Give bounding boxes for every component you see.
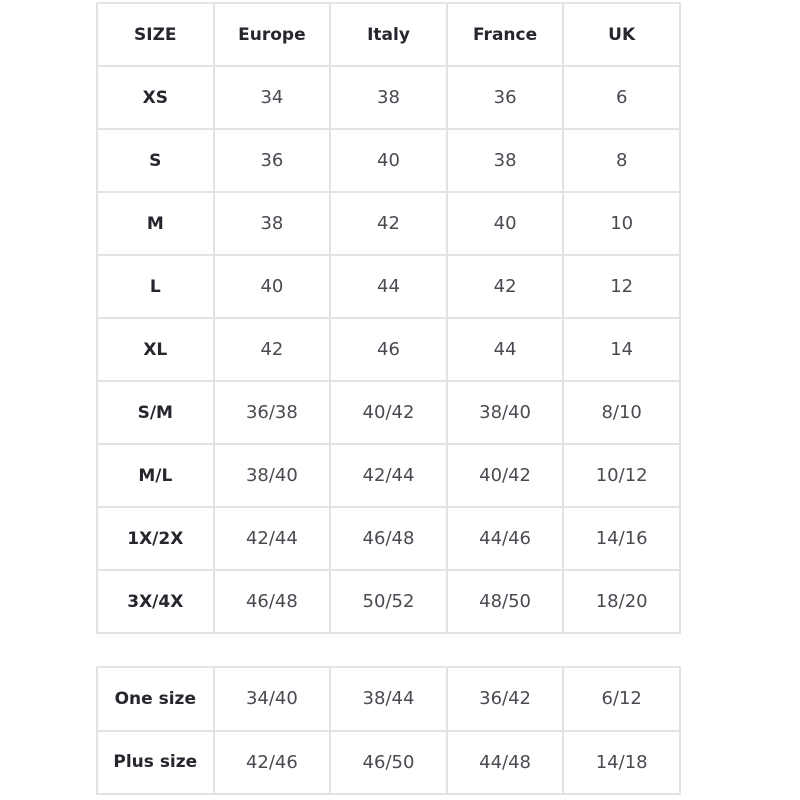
size-label-cell: Plus size bbox=[96, 729, 215, 795]
size-value-cell: 12 bbox=[562, 254, 681, 319]
table-row: L 40 44 42 12 bbox=[96, 254, 681, 319]
size-value-cell: 8 bbox=[562, 128, 681, 193]
size-value-cell: 40/42 bbox=[445, 443, 565, 508]
size-label-cell: S bbox=[96, 128, 215, 193]
special-sizes-table: One size 34/40 38/44 36/42 6/12 Plus size 42/4… bbox=[96, 666, 681, 795]
size-value-cell: 42 bbox=[329, 191, 448, 256]
size-value-cell: 46/48 bbox=[212, 569, 332, 634]
size-value-cell: 48/50 bbox=[445, 569, 565, 634]
size-value-cell: 44/46 bbox=[445, 506, 565, 571]
size-label-cell: S/M bbox=[96, 380, 215, 445]
column-header-france: France bbox=[445, 2, 565, 67]
size-value-cell: 40/42 bbox=[329, 380, 448, 445]
size-value-cell: 34/40 bbox=[212, 666, 332, 732]
size-label-cell: 1X/2X bbox=[96, 506, 215, 571]
size-value-cell: 38/40 bbox=[445, 380, 565, 445]
table-row: S 36 40 38 8 bbox=[96, 128, 681, 193]
size-label-cell: M bbox=[96, 191, 215, 256]
size-label-cell: M/L bbox=[96, 443, 215, 508]
table-row: M/L 38/40 42/44 40/42 10/12 bbox=[96, 443, 681, 508]
table-row: XL 42 46 44 14 bbox=[96, 317, 681, 382]
table-row: 1X/2X 42/44 46/48 44/46 14/16 bbox=[96, 506, 681, 571]
size-value-cell: 46/50 bbox=[329, 729, 448, 795]
table-row: Plus size 42/46 46/50 44/48 14/18 bbox=[96, 729, 681, 795]
size-value-cell: 14/16 bbox=[562, 506, 681, 571]
size-value-cell: 36/38 bbox=[212, 380, 332, 445]
size-value-cell: 14/18 bbox=[562, 729, 681, 795]
size-value-cell: 8/10 bbox=[562, 380, 681, 445]
size-label-cell: L bbox=[96, 254, 215, 319]
column-header-uk: UK bbox=[562, 2, 681, 67]
size-value-cell: 40 bbox=[212, 254, 332, 319]
size-value-cell: 38 bbox=[445, 128, 565, 193]
size-value-cell: 38 bbox=[329, 65, 448, 130]
size-value-cell: 34 bbox=[212, 65, 332, 130]
size-value-cell: 46 bbox=[329, 317, 448, 382]
size-value-cell: 14 bbox=[562, 317, 681, 382]
table-row: M 38 42 40 10 bbox=[96, 191, 681, 256]
table-row: XS 34 38 36 6 bbox=[96, 65, 681, 130]
size-value-cell: 44 bbox=[445, 317, 565, 382]
size-label-cell: XL bbox=[96, 317, 215, 382]
table-row: S/M 36/38 40/42 38/40 8/10 bbox=[96, 380, 681, 445]
table-row: One size 34/40 38/44 36/42 6/12 bbox=[96, 666, 681, 732]
size-label-cell: XS bbox=[96, 65, 215, 130]
size-value-cell: 6/12 bbox=[562, 666, 681, 732]
size-value-cell: 42 bbox=[212, 317, 332, 382]
size-value-cell: 6 bbox=[562, 65, 681, 130]
size-value-cell: 42/44 bbox=[329, 443, 448, 508]
size-value-cell: 44 bbox=[329, 254, 448, 319]
size-value-cell: 18/20 bbox=[562, 569, 681, 634]
header-row: SIZE Europe Italy France UK bbox=[96, 2, 681, 67]
size-value-cell: 42/46 bbox=[212, 729, 332, 795]
size-value-cell: 36 bbox=[212, 128, 332, 193]
size-label-cell: One size bbox=[96, 666, 215, 732]
size-value-cell: 40 bbox=[329, 128, 448, 193]
size-value-cell: 10/12 bbox=[562, 443, 681, 508]
size-value-cell: 38/40 bbox=[212, 443, 332, 508]
size-value-cell: 36/42 bbox=[445, 666, 565, 732]
size-value-cell: 42 bbox=[445, 254, 565, 319]
size-value-cell: 42/44 bbox=[212, 506, 332, 571]
table-row: 3X/4X 46/48 50/52 48/50 18/20 bbox=[96, 569, 681, 634]
size-value-cell: 38/44 bbox=[329, 666, 448, 732]
column-header-italy: Italy bbox=[329, 2, 448, 67]
size-value-cell: 50/52 bbox=[329, 569, 448, 634]
size-value-cell: 10 bbox=[562, 191, 681, 256]
size-value-cell: 46/48 bbox=[329, 506, 448, 571]
size-value-cell: 44/48 bbox=[445, 729, 565, 795]
size-value-cell: 36 bbox=[445, 65, 565, 130]
column-header-europe: Europe bbox=[212, 2, 332, 67]
size-label-cell: 3X/4X bbox=[96, 569, 215, 634]
size-value-cell: 40 bbox=[445, 191, 565, 256]
column-header-size: SIZE bbox=[96, 2, 215, 67]
size-value-cell: 38 bbox=[212, 191, 332, 256]
size-chart-table: SIZE Europe Italy France UK XS 34 38 36 6 S 36 40 38… bbox=[96, 2, 681, 634]
